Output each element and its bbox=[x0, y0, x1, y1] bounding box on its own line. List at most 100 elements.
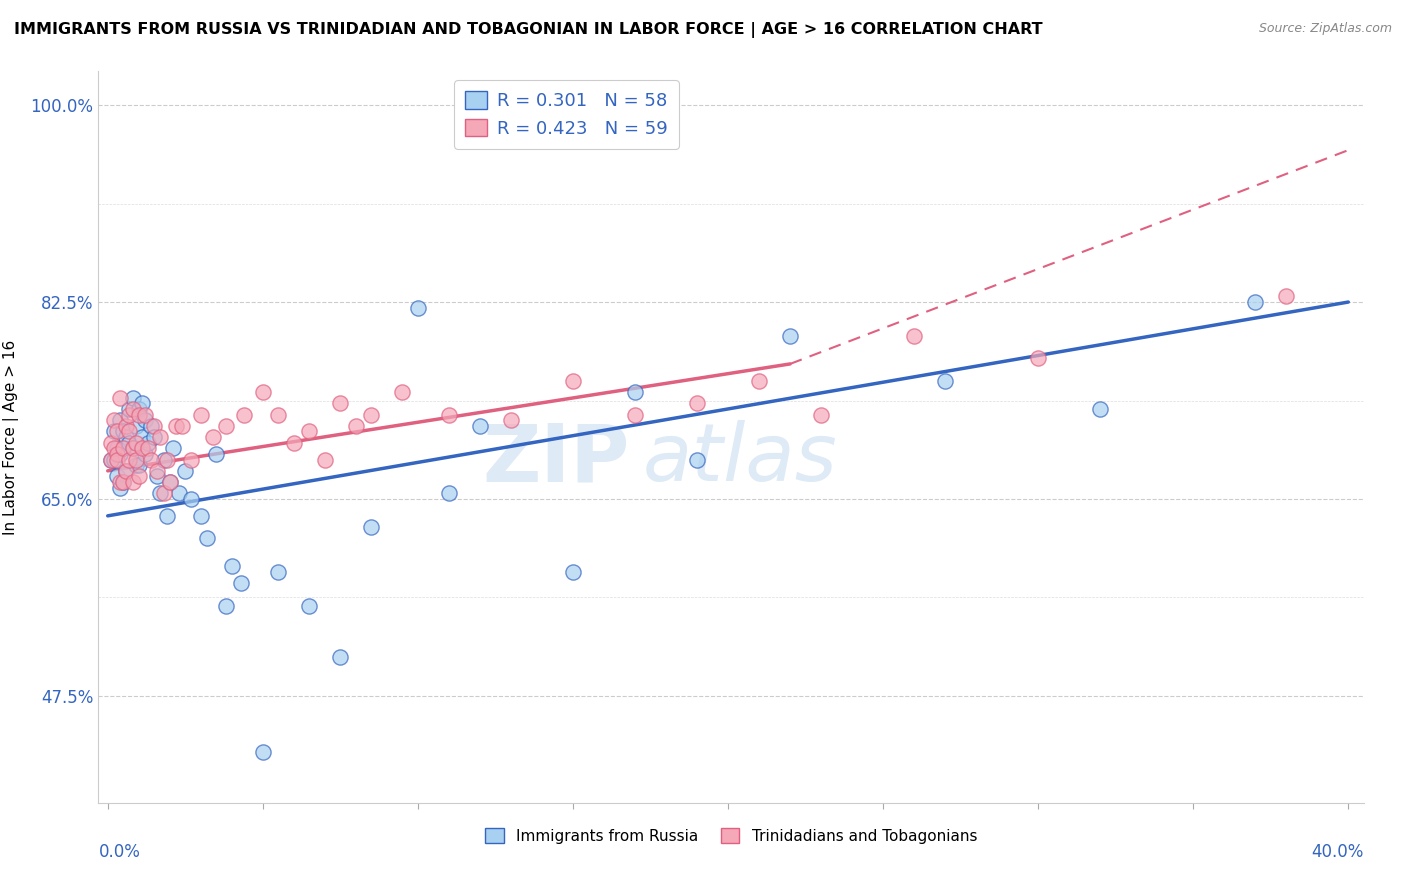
Point bbox=[283, 435, 305, 450]
Point bbox=[112, 475, 135, 489]
Point bbox=[143, 430, 166, 444]
Point bbox=[686, 396, 709, 410]
Point bbox=[146, 469, 169, 483]
Point bbox=[103, 413, 125, 427]
Point bbox=[329, 396, 352, 410]
Point bbox=[136, 435, 159, 450]
Point bbox=[561, 374, 583, 388]
Text: ZIP: ZIP bbox=[482, 420, 630, 498]
Point bbox=[810, 408, 832, 422]
Point bbox=[124, 452, 146, 467]
Point bbox=[128, 401, 150, 416]
Point bbox=[100, 435, 122, 450]
Point bbox=[159, 475, 181, 489]
Y-axis label: In Labor Force | Age > 16: In Labor Force | Age > 16 bbox=[3, 340, 20, 534]
Point bbox=[115, 464, 138, 478]
Point bbox=[165, 418, 187, 433]
Point bbox=[468, 418, 491, 433]
Point bbox=[108, 391, 131, 405]
Point bbox=[143, 418, 166, 433]
Point bbox=[344, 418, 367, 433]
Legend: Immigrants from Russia, Trinidadians and Tobagonians: Immigrants from Russia, Trinidadians and… bbox=[479, 822, 983, 850]
Point bbox=[115, 430, 138, 444]
Point bbox=[108, 447, 131, 461]
Point bbox=[128, 458, 150, 473]
Point bbox=[121, 401, 143, 416]
Point bbox=[298, 425, 321, 439]
Point bbox=[406, 301, 429, 315]
Point bbox=[118, 408, 141, 422]
Point bbox=[105, 452, 128, 467]
Point bbox=[162, 442, 184, 456]
Point bbox=[159, 475, 181, 489]
Point bbox=[624, 385, 647, 400]
Point bbox=[298, 599, 321, 613]
Point bbox=[136, 442, 159, 456]
Point bbox=[1026, 351, 1049, 366]
Point bbox=[141, 418, 162, 433]
Point bbox=[124, 418, 146, 433]
Point bbox=[437, 408, 460, 422]
Point bbox=[134, 413, 156, 427]
Text: IMMIGRANTS FROM RUSSIA VS TRINIDADIAN AND TOBAGONIAN IN LABOR FORCE | AGE > 16 C: IMMIGRANTS FROM RUSSIA VS TRINIDADIAN AN… bbox=[14, 22, 1043, 38]
Point bbox=[105, 447, 128, 461]
Point bbox=[128, 408, 150, 422]
Point bbox=[112, 425, 135, 439]
Text: atlas: atlas bbox=[643, 420, 838, 498]
Point bbox=[115, 418, 138, 433]
Point bbox=[131, 396, 153, 410]
Point bbox=[103, 425, 125, 439]
Point bbox=[329, 649, 352, 664]
Point bbox=[252, 745, 274, 759]
Point bbox=[221, 559, 243, 574]
Point bbox=[146, 464, 169, 478]
Point bbox=[118, 452, 141, 467]
Point bbox=[437, 486, 460, 500]
Text: 40.0%: 40.0% bbox=[1312, 843, 1364, 861]
Point bbox=[190, 408, 212, 422]
Point bbox=[561, 565, 583, 579]
Point bbox=[121, 442, 143, 456]
Point bbox=[121, 391, 143, 405]
Point bbox=[105, 442, 128, 456]
Point bbox=[190, 508, 212, 523]
Point bbox=[180, 452, 202, 467]
Point bbox=[195, 532, 218, 546]
Point bbox=[112, 442, 135, 456]
Point bbox=[202, 430, 225, 444]
Point bbox=[108, 481, 131, 495]
Point bbox=[233, 408, 256, 422]
Point bbox=[214, 599, 236, 613]
Point bbox=[112, 475, 135, 489]
Text: Source: ZipAtlas.com: Source: ZipAtlas.com bbox=[1258, 22, 1392, 36]
Point bbox=[180, 491, 202, 506]
Point bbox=[105, 469, 128, 483]
Point bbox=[124, 435, 146, 450]
Point bbox=[172, 418, 194, 433]
Point bbox=[112, 442, 135, 456]
Point bbox=[115, 464, 138, 478]
Point bbox=[134, 447, 156, 461]
Point bbox=[131, 442, 153, 456]
Point bbox=[156, 508, 179, 523]
Point bbox=[141, 452, 162, 467]
Point bbox=[128, 469, 150, 483]
Point bbox=[152, 486, 174, 500]
Point bbox=[499, 413, 522, 427]
Point bbox=[131, 430, 153, 444]
Point bbox=[149, 486, 172, 500]
Point bbox=[934, 374, 956, 388]
Point bbox=[103, 452, 125, 467]
Point bbox=[118, 401, 141, 416]
Point bbox=[267, 408, 290, 422]
Point bbox=[748, 374, 770, 388]
Point bbox=[149, 430, 172, 444]
Point bbox=[686, 452, 709, 467]
Point bbox=[152, 452, 174, 467]
Point bbox=[100, 452, 122, 467]
Point bbox=[108, 413, 131, 427]
Point bbox=[214, 418, 236, 433]
Point bbox=[121, 475, 143, 489]
Point bbox=[360, 520, 382, 534]
Point bbox=[314, 452, 336, 467]
